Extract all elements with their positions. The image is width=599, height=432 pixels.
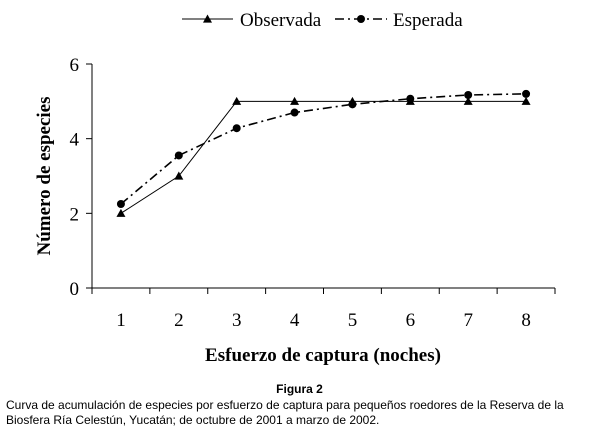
x-tick-label: 8: [521, 310, 531, 331]
x-tick-label: 3: [232, 310, 242, 331]
legend-label-0: Observada: [240, 10, 322, 31]
series-1-point: [232, 124, 241, 133]
y-tick-label: 2: [70, 204, 80, 225]
x-axis-label: Esfuerzo de captura (noches): [205, 345, 441, 366]
x-tick-label: 7: [463, 310, 473, 331]
figure-label: Figura 2: [276, 382, 323, 396]
x-tick-label: 1: [116, 310, 126, 331]
series-1-point: [522, 89, 531, 98]
x-tick-label: 2: [174, 310, 184, 331]
species-accumulation-chart: Observada Esperada 0 2 4 6 1 2 3 4 5 6 7 8 Número d…: [34, 10, 556, 366]
y-tick-label: 4: [70, 130, 80, 151]
y-tick-label: 0: [70, 279, 80, 300]
series-0-point: [290, 96, 300, 105]
series-0-point: [116, 208, 126, 217]
x-ticks: 1 2 3 4 5 6 7 8: [91, 288, 556, 331]
x-tick-label: 4: [290, 310, 300, 331]
figure-caption: Curva de acumulación de especies por esf…: [6, 398, 564, 427]
series-1-point: [348, 100, 357, 109]
legend-label-1: Esperada: [393, 10, 463, 31]
series-group: [116, 89, 531, 217]
y-ticks: 0 2 4 6: [70, 55, 92, 300]
series-0-point: [463, 96, 473, 105]
series-0-point: [174, 171, 184, 180]
legend-marker-1: [357, 15, 365, 23]
series-line-0: [120, 100, 527, 214]
x-tick-label: 5: [348, 310, 358, 331]
y-axis-label: Número de especies: [34, 96, 55, 255]
legend-marker-0: [203, 14, 212, 23]
series-0-point: [521, 96, 531, 105]
series-1-point: [116, 200, 125, 208]
series-0-point: [232, 96, 242, 105]
legend: Observada Esperada: [182, 10, 463, 31]
series-1-point: [290, 108, 299, 117]
series-1-point: [464, 90, 473, 99]
x-tick-label: 6: [406, 310, 416, 331]
series-1-point: [174, 151, 183, 160]
series-1-point: [406, 94, 415, 103]
series-line-1: [120, 93, 527, 205]
y-tick-label: 6: [70, 55, 80, 76]
